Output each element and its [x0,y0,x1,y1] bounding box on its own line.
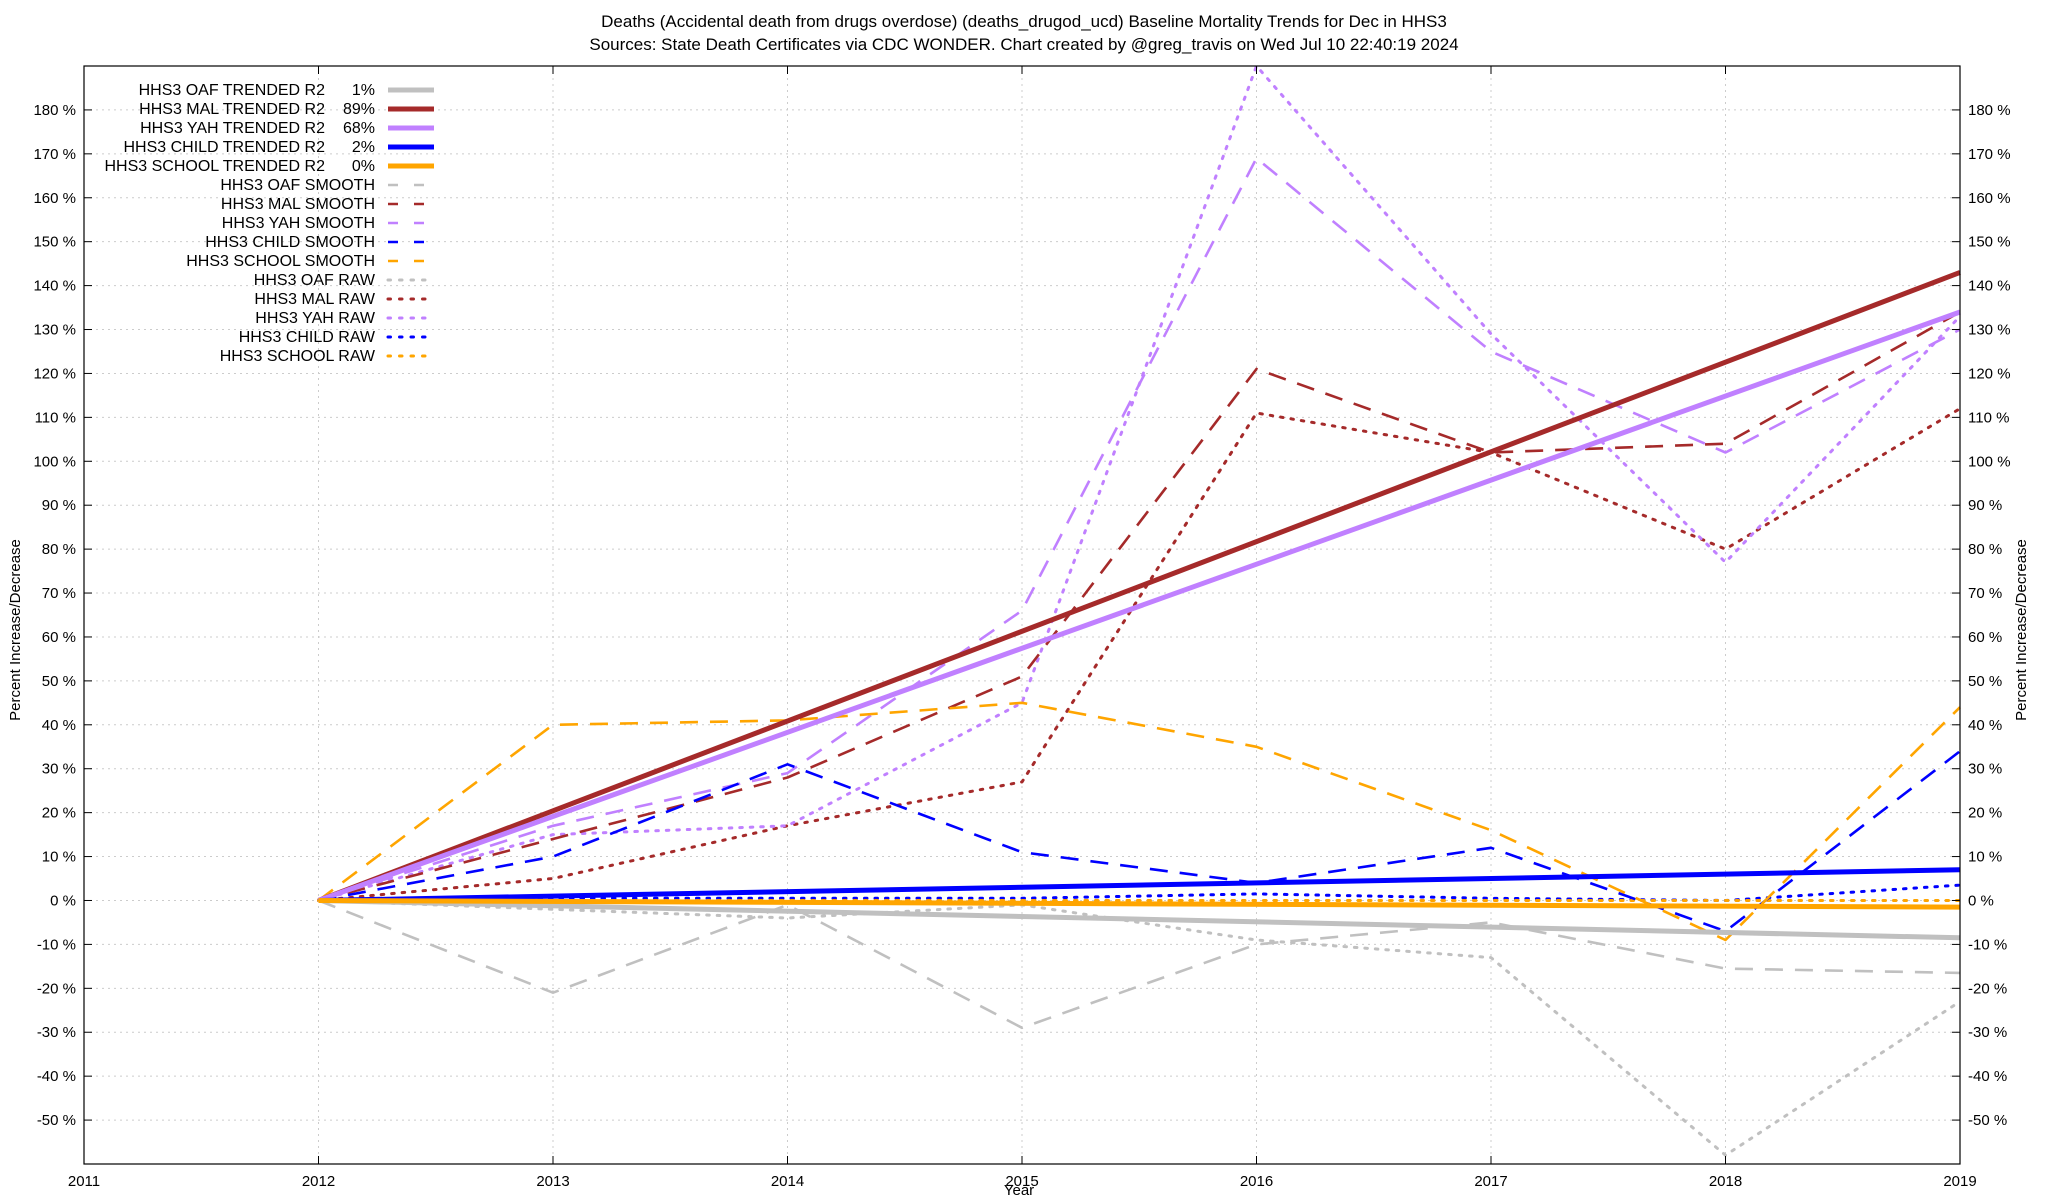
legend-label-hhs3-yah-raw: HHS3 YAH RAW [255,310,376,327]
y-tick-label-left: 60 % [42,629,76,646]
series-line-hhs3-mal-smooth [318,310,1961,902]
y-tick-label-left: -10 % [37,936,76,953]
legend-label-hhs3-child-raw: HHS3 CHILD RAW [239,329,376,346]
y-tick-label-right: 170 % [1968,146,2011,163]
legend-label-hhs3-school-trended-r2: HHS3 SCHOOL TRENDED R2 [105,158,326,175]
x-tick-label: 2013 [536,1173,569,1190]
series-line-hhs3-school-smooth [317,701,1961,942]
y-tick-label-right: 150 % [1968,234,2011,251]
y-tick-label-right: 20 % [1968,805,2002,822]
legend-label-hhs3-mal-smooth: HHS3 MAL SMOOTH [221,196,375,213]
legend-r2-hhs3-child-trended-r2: 2% [352,139,375,156]
y-tick-label-right: 110 % [1968,409,2009,426]
legend-label-hhs3-child-trended-r2: HHS3 CHILD TRENDED R2 [123,139,325,156]
legend-label-hhs3-oaf-raw: HHS3 OAF RAW [254,272,376,289]
y-tick-label-right: 0 % [1968,892,1994,909]
x-axis-label: Year [1004,1182,1034,1199]
series-line-hhs3-mal-trended-r2 [317,270,1961,903]
y-tick-label-right: 80 % [1968,541,2002,558]
y-tick-label-left: 170 % [33,146,76,163]
y-tick-label-left: 80 % [42,541,76,558]
y-tick-label-right: 50 % [1968,673,2002,690]
series-line-hhs3-oaf-trended-r2 [318,898,1961,941]
y-tick-label-right: -40 % [1968,1068,2007,1085]
y-tick-label-left: 150 % [33,234,76,251]
y-tick-label-left: 140 % [33,278,76,295]
y-tick-label-left: -30 % [37,1024,76,1041]
y-tick-label-right: 180 % [1968,102,2011,119]
legend-label-hhs3-oaf-smooth: HHS3 OAF SMOOTH [220,177,375,194]
y-tick-label-right: -30 % [1968,1024,2007,1041]
y-tick-label-left: 110 % [35,409,76,426]
y-tick-label-left: 90 % [42,497,76,514]
y-tick-label-right: 10 % [1968,849,2002,866]
y-tick-label-left: 30 % [42,761,76,778]
legend-label-hhs3-school-smooth: HHS3 SCHOOL SMOOTH [186,253,375,270]
y-tick-label-right: 130 % [1968,322,2011,339]
series-line-hhs3-school-trended-r2 [318,898,1961,910]
x-tick-label: 2011 [68,1173,100,1190]
y-tick-label-left: -20 % [37,980,76,997]
y-tick-label-left: 120 % [33,365,76,382]
series-line-hhs3-mal-raw [317,407,1962,902]
y-axis-label-right: Percent Increase/Decrease [2013,539,2030,721]
series-line-hhs3-yah-smooth [318,156,1961,902]
y-axis-label-left: Percent Increase/Decrease [7,539,24,721]
series-line-hhs3-oaf-raw [317,899,1962,1157]
y-tick-label-right: 160 % [1968,190,2011,207]
legend-label-hhs3-child-smooth: HHS3 CHILD SMOOTH [205,234,375,251]
legend-r2-hhs3-school-trended-r2: 0% [352,158,375,175]
legend-r2-hhs3-yah-trended-r2: 68% [343,120,375,137]
y-tick-label-right: 30 % [1968,761,2002,778]
y-tick-label-left: -50 % [37,1112,76,1129]
x-tick-label: 2014 [771,1173,804,1190]
y-tick-label-right: -10 % [1968,936,2007,953]
x-tick-label: 2017 [1474,1173,1507,1190]
legend: HHS3 OAF TRENDED R2 1% HHS3 MAL TRENDED R2… [105,82,436,365]
y-tick-label-left: 50 % [42,673,76,690]
y-tick-label-left: 20 % [42,805,76,822]
series-lines [317,64,1962,1157]
x-tick-label: 2015 [1005,1173,1038,1190]
y-tick-label-right: 90 % [1968,497,2002,514]
legend-label-hhs3-mal-trended-r2: HHS3 MAL TRENDED R2 [139,101,325,118]
y-tick-label-left: -40 % [37,1068,76,1085]
y-tick-label-left: 130 % [33,322,76,339]
y-tick-label-right: 70 % [1968,585,2002,602]
legend-r2-hhs3-mal-trended-r2: 89% [343,101,375,118]
legend-label-hhs3-yah-smooth: HHS3 YAH SMOOTH [222,215,375,232]
legend-r2-hhs3-oaf-trended-r2: 1% [352,82,375,99]
series-line-hhs3-yah-trended-r2 [317,309,1961,903]
y-tick-label-left: 180 % [33,102,76,119]
x-tick-label: 2019 [1943,1173,1976,1190]
legend-label-hhs3-mal-raw: HHS3 MAL RAW [254,291,376,308]
series-line-hhs3-child-trended-r2 [318,867,1961,903]
y-tick-label-left: 10 % [42,849,76,866]
legend-label-hhs3-yah-trended-r2: HHS3 YAH TRENDED R2 [140,120,325,137]
y-tick-label-left: 70 % [42,585,76,602]
y-tick-label-left: 0 % [50,892,76,909]
y-tick-label-right: 140 % [1968,278,2011,295]
chart-title-line-1: Deaths (Accidental death from drugs over… [601,12,1447,31]
y-tick-label-right: 60 % [1968,629,2002,646]
x-tick-label: 2012 [302,1173,335,1190]
legend-label-hhs3-oaf-trended-r2: HHS3 OAF TRENDED R2 [139,82,326,99]
y-tick-label-right: 120 % [1968,365,2011,382]
series-line-hhs3-oaf-smooth [318,899,1961,1030]
y-tick-label-left: 160 % [33,190,76,207]
y-tick-label-left: 100 % [33,453,76,470]
legend-label-hhs3-school-raw: HHS3 SCHOOL RAW [220,348,376,365]
series-line-hhs3-child-smooth [318,750,1961,933]
x-tick-label: 2016 [1240,1173,1273,1190]
y-tick-label-right: -20 % [1968,980,2007,997]
axes: 180 % 180 % 170 % 170 % 160 % 160 % 150 % 150 %… [33,66,2011,1190]
x-tick-label: 2018 [1709,1173,1742,1190]
chart-title-line-2: Sources: State Death Certificates via CD… [589,35,1458,54]
y-tick-label-left: 40 % [42,717,76,734]
y-tick-label-right: -50 % [1968,1112,2007,1129]
y-tick-label-right: 100 % [1968,453,2011,470]
y-tick-label-right: 40 % [1968,717,2002,734]
